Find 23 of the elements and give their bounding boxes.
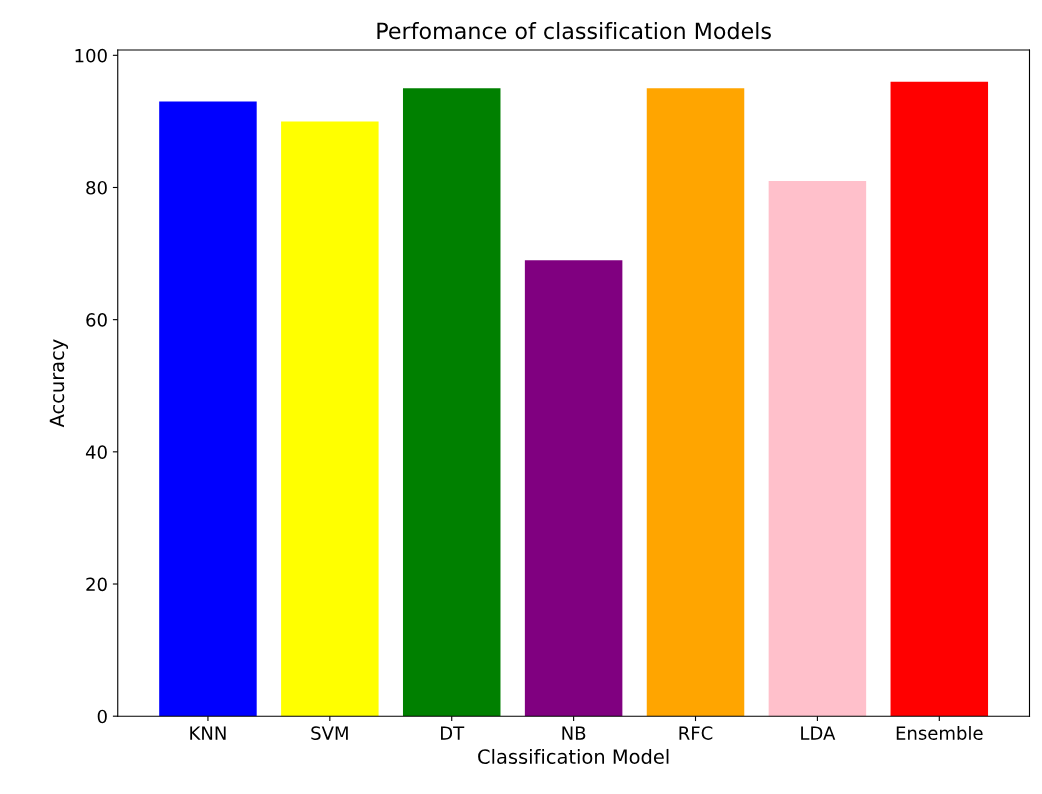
y-tick-label: 60 bbox=[86, 313, 107, 327]
y-tick-label: 40 bbox=[85, 445, 107, 459]
x-tick-label: LDA bbox=[801, 726, 836, 740]
y-tick-label: 100 bbox=[75, 48, 107, 63]
bar bbox=[524, 260, 623, 717]
bar bbox=[402, 88, 501, 717]
x-axis-title: Classification Model bbox=[478, 748, 669, 764]
y-axis-title: Accuracy bbox=[49, 339, 68, 428]
x-tick-label: DT bbox=[441, 726, 465, 740]
bar bbox=[281, 121, 379, 717]
x-tick-label: NB bbox=[562, 726, 586, 740]
x-tick-label: Ensemble bbox=[896, 725, 983, 740]
bar bbox=[159, 101, 257, 717]
x-tick-label: SVM bbox=[311, 726, 348, 740]
chart-title: Perfomance of classification Models bbox=[377, 22, 771, 40]
y-tick-label: 80 bbox=[86, 180, 107, 195]
y-tick-label: 20 bbox=[86, 577, 107, 592]
bar bbox=[768, 180, 867, 717]
x-tick-label: KNN bbox=[190, 726, 226, 740]
y-tick-label: 0 bbox=[97, 709, 107, 724]
x-tick-label: RFC bbox=[679, 726, 713, 740]
bar bbox=[890, 81, 989, 717]
bar bbox=[646, 88, 745, 717]
